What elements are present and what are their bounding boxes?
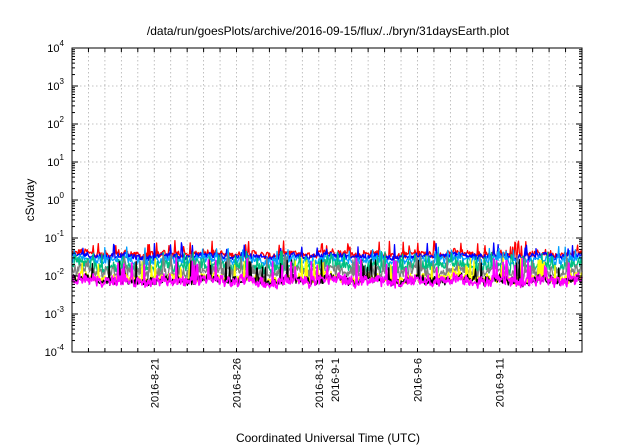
y-tick-label: 10-3	[45, 305, 65, 321]
y-tick-label: 10-4	[45, 343, 65, 359]
x-tick-label: 2016-9-6	[412, 358, 424, 402]
x-tick-label: 2016-9-1	[330, 358, 342, 402]
y-tick-label: 102	[47, 115, 64, 131]
y-tick-label: 104	[47, 39, 64, 55]
x-axis-label: Coordinated Universal Time (UTC)	[236, 431, 420, 445]
y-tick-label: 10-2	[45, 267, 65, 283]
y-tick-label: 103	[47, 77, 64, 93]
y-tick-label: 10-1	[45, 229, 65, 245]
x-tick-label: 2016-8-31	[314, 358, 326, 408]
y-axis-label: cSv/day	[23, 179, 37, 222]
series-layer	[71, 240, 583, 290]
y-tick-label: 100	[47, 191, 64, 207]
x-tick-label: 2016-8-26	[232, 358, 244, 408]
chart-title: /data/run/goesPlots/archive/2016-09-15/f…	[147, 24, 510, 38]
series-line	[71, 257, 583, 290]
grid	[72, 48, 582, 352]
x-tick-labels: 2016-8-21 2016-8-26 2016-8-31 2016-9-1 2016-…	[149, 358, 506, 408]
axis-ticks	[72, 47, 582, 353]
y-tick-labels: 10-4 10-3 10-2 10-1 100 101 102 103 104	[45, 39, 65, 359]
x-tick-label: 2016-9-11	[495, 358, 507, 407]
x-tick-label: 2016-8-21	[149, 358, 161, 408]
y-tick-label: 101	[47, 153, 64, 169]
